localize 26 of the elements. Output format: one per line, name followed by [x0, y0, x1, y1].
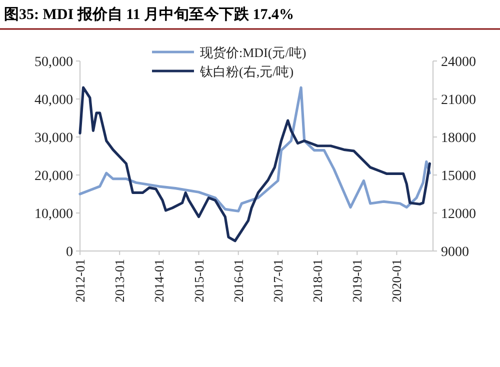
y-tick-label: 50,000	[34, 55, 73, 70]
y2-tick-label: 9000	[441, 245, 469, 260]
legend-label: 钛白粉(右,元/吨)	[199, 64, 294, 79]
x-tick-label: 2017-01	[270, 259, 286, 302]
x-tick-label: 2013-01	[112, 259, 128, 302]
line-series	[78, 86, 431, 212]
x-tick-label: 2019-01	[350, 259, 365, 302]
x-tick-label: 2015-01	[191, 259, 206, 302]
y-tick-label: 0	[66, 245, 73, 260]
y2-tick-label: 24000	[441, 55, 476, 70]
y2-tick-label: 12000	[441, 207, 476, 222]
y2-tick-label: 21000	[441, 93, 476, 108]
y-tick-label: 40,000	[34, 93, 73, 108]
y-tick-label: 20,000	[34, 169, 73, 184]
x-tick-label: 2020-01	[389, 259, 404, 302]
x-tick-label: 2012-01	[72, 259, 88, 302]
legend-label: 现货价:MDI(元/吨)	[200, 45, 306, 60]
chart-title: 图35: MDI 报价自 11 月中旬至今下跌 17.4%	[4, 6, 294, 23]
x-tick-label: 2018-01	[310, 259, 326, 302]
line-series	[78, 86, 431, 242]
x-tick-label: 2014-01	[152, 259, 167, 302]
y-tick-label: 10,000	[34, 207, 73, 222]
x-tick-label: 2016-01	[230, 259, 246, 302]
y-tick-label: 30,000	[34, 131, 73, 146]
y2-tick-label: 15000	[441, 169, 476, 184]
y2-tick-label: 18000	[441, 131, 476, 146]
